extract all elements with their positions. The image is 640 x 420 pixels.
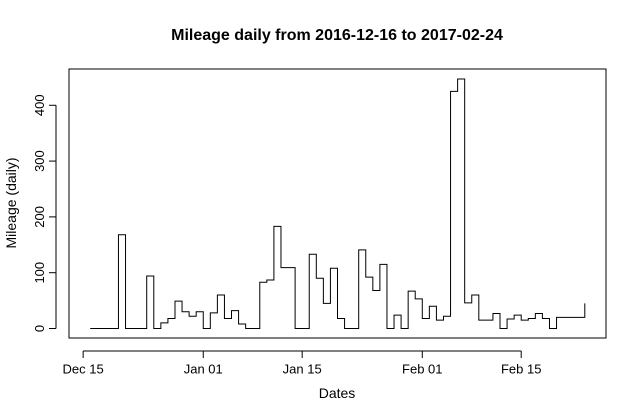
plot-frame (68, 68, 607, 339)
series-layer (90, 78, 586, 330)
series-line (90, 78, 586, 330)
x-axis: Dec 15 Jan 01 Jan 15 Feb 01 Feb 15 (63, 350, 541, 377)
x-tick-label: Feb 01 (402, 362, 442, 377)
x-tick-label: Dec 15 (63, 362, 104, 377)
x-tick-label: Jan 15 (283, 362, 322, 377)
y-tick-label: 400 (32, 94, 47, 116)
y-axis-label: Mileage (daily) (3, 157, 19, 248)
y-axis: 0 100 200 300 400 (32, 94, 57, 332)
y-tick-label: 300 (32, 150, 47, 172)
y-tick-label: 100 (32, 262, 47, 284)
x-tick-label: Jan 01 (184, 362, 223, 377)
chart-title: Mileage daily from 2016-12-16 to 2017-02… (171, 27, 503, 44)
x-axis-label: Dates (319, 385, 356, 401)
x-tick-label: Feb 15 (501, 362, 541, 377)
y-tick-label: 0 (32, 325, 47, 332)
y-tick-label: 200 (32, 206, 47, 228)
